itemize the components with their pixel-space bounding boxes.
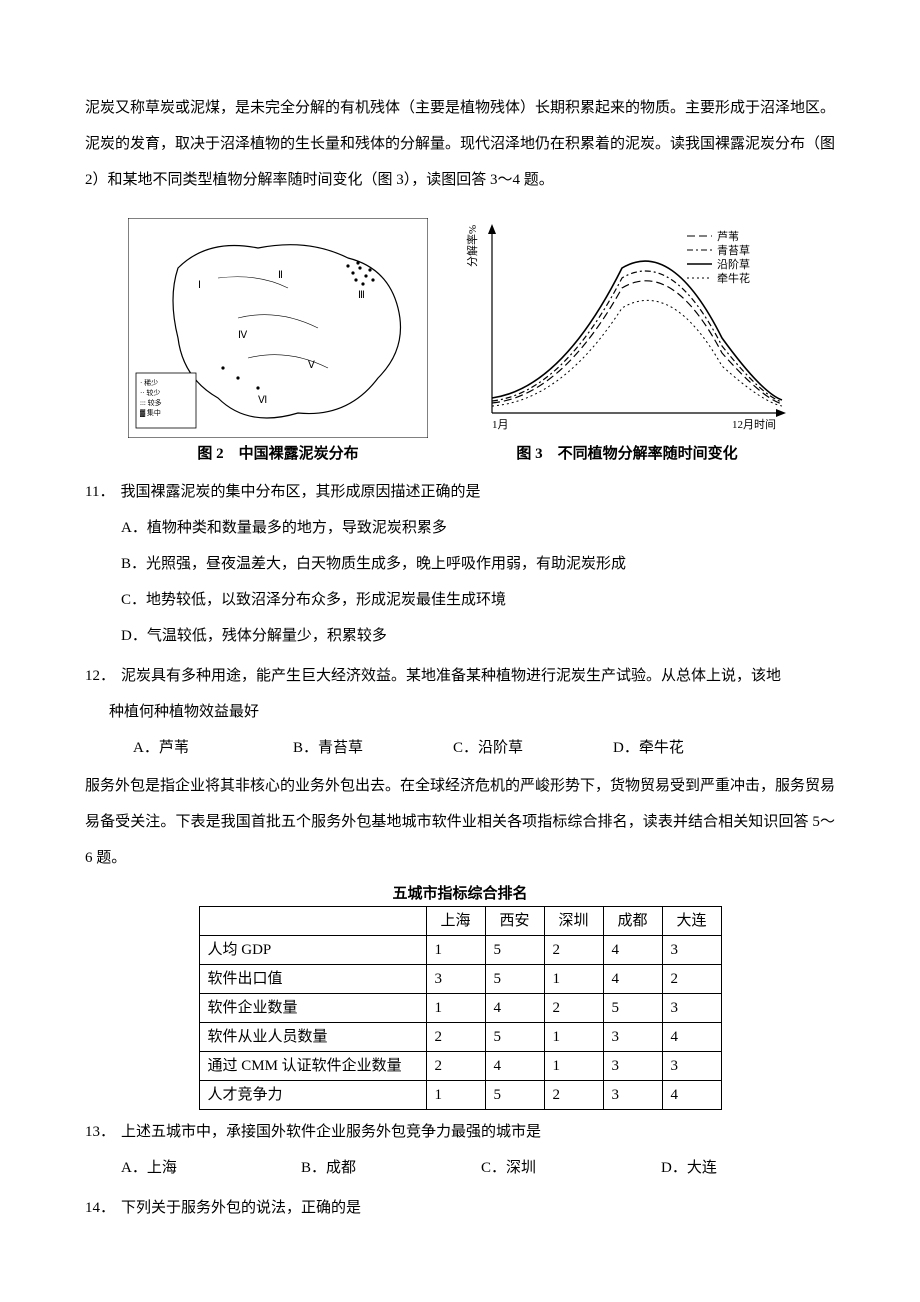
col-shenzhen: 深圳 <box>544 907 603 936</box>
question-13: 13． 上述五城市中，承接国外软件企业服务外包竞争力最强的城市是 A．上海 B．… <box>85 1114 835 1186</box>
svg-text:Ⅵ: Ⅵ <box>258 395 267 406</box>
table-header-row: 上海 西安 深圳 成都 大连 <box>199 907 721 936</box>
table-row: 人均 GDP 1 5 2 4 3 <box>199 936 721 965</box>
intro-paragraph-2: 服务外包是指企业将其非核心的业务外包出去。在全球经济危机的严峻形势下，货物贸易受… <box>85 768 835 876</box>
legend-item-0: 芦苇 <box>717 229 739 243</box>
q13-number: 13． <box>85 1114 121 1150</box>
q11-stem: 我国裸露泥炭的集中分布区，其形成原因描述正确的是 <box>120 474 835 510</box>
row-label: 软件从业人员数量 <box>199 1023 426 1052</box>
question-12: 12． 泥炭具有多种用途，能产生巨大经济效益。某地准备某种植物进行泥炭生产试验。… <box>85 658 835 766</box>
col-shanghai: 上海 <box>426 907 485 936</box>
figure-3-caption: 图 3 不同植物分解率随时间变化 <box>462 442 792 466</box>
svg-text:::: 较多: ::: 较多 <box>140 398 162 407</box>
legend-item-3: 牵牛花 <box>717 271 750 285</box>
col-xian: 西安 <box>485 907 544 936</box>
q13-stem: 上述五城市中，承接国外软件企业服务外包竞争力最强的城市是 <box>121 1114 835 1150</box>
q14-stem: 下列关于服务外包的说法，正确的是 <box>121 1190 835 1226</box>
q12-option-b: B．青苔草 <box>293 730 453 766</box>
question-11: 11． 我国裸露泥炭的集中分布区，其形成原因描述正确的是 A．植物种类和数量最多… <box>85 474 835 654</box>
q13-option-a: A．上海 <box>121 1150 301 1186</box>
legend-item-1: 青苔草 <box>717 243 750 257</box>
x-axis-left-label: 1月 <box>492 419 509 431</box>
svg-text:· 稀少: · 稀少 <box>140 378 158 387</box>
table-title: 五城市指标综合排名 <box>85 882 835 906</box>
svg-text:Ⅱ: Ⅱ <box>278 270 283 281</box>
y-axis-label: 分解率% <box>465 225 479 267</box>
row-label: 软件企业数量 <box>199 994 426 1023</box>
q12-stem-line1: 泥炭具有多种用途，能产生巨大经济效益。某地准备某种植物进行泥炭生产试验。从总体上… <box>121 658 835 694</box>
q12-options-row: A．芦苇 B．青苔草 C．沿阶草 D．牵牛花 <box>85 730 835 766</box>
q12-option-d: D．牵牛花 <box>613 730 773 766</box>
col-dalian: 大连 <box>662 907 721 936</box>
q13-options-row: A．上海 B．成都 C．深圳 D．大连 <box>85 1150 835 1186</box>
q12-option-c: C．沿阶草 <box>453 730 613 766</box>
row-label: 人才竞争力 <box>199 1081 426 1110</box>
table-row: 软件出口值 3 5 1 4 2 <box>199 965 721 994</box>
intro-paragraph-1: 泥炭又称草炭或泥煤，是未完全分解的有机残体（主要是植物残体）长期积累起来的物质。… <box>85 90 835 198</box>
row-label: 通过 CMM 认证软件企业数量 <box>199 1052 426 1081</box>
q11-option-d: D．气温较低，残体分解量少，积累较多 <box>85 618 835 654</box>
q13-option-c: C．深圳 <box>481 1150 661 1186</box>
row-label: 软件出口值 <box>199 965 426 994</box>
q11-number: 11． <box>85 474 120 510</box>
svg-text:Ⅳ: Ⅳ <box>238 330 248 341</box>
q11-option-a: A．植物种类和数量最多的地方，导致泥炭积累多 <box>85 510 835 546</box>
q11-option-c: C．地势较低，以致沼泽分布众多，形成泥炭最佳生成环境 <box>85 582 835 618</box>
q13-option-d: D．大连 <box>661 1150 841 1186</box>
q13-option-b: B．成都 <box>301 1150 481 1186</box>
figure-2-china-peat-map: · 稀少 ·· 较少 ::: 较多 ▓ 集中 Ⅰ Ⅱ Ⅲ Ⅳ Ⅴ Ⅵ 图 2 中… <box>128 218 428 466</box>
svg-text:Ⅲ: Ⅲ <box>358 290 365 301</box>
decomposition-chart-svg: 分解率% 1月 12月时间 芦苇 青苔草 沿阶草 牵牛花 <box>462 218 792 438</box>
svg-text:Ⅰ: Ⅰ <box>198 280 201 291</box>
q12-stem-line2: 种植何种植物效益最好 <box>85 694 835 730</box>
figure-row: · 稀少 ·· 较少 ::: 较多 ▓ 集中 Ⅰ Ⅱ Ⅲ Ⅳ Ⅴ Ⅵ 图 2 中… <box>85 218 835 466</box>
col-chengdu: 成都 <box>603 907 662 936</box>
china-map-svg: · 稀少 ·· 较少 ::: 较多 ▓ 集中 Ⅰ Ⅱ Ⅲ Ⅳ Ⅴ Ⅵ <box>128 218 428 438</box>
q12-option-a: A．芦苇 <box>133 730 293 766</box>
q14-number: 14． <box>85 1190 121 1226</box>
q11-option-b: B．光照强，昼夜温差大，白天物质生成多，晚上呼吸作用弱，有助泥炭形成 <box>85 546 835 582</box>
svg-text:Ⅴ: Ⅴ <box>308 360 315 371</box>
table-row: 人才竞争力 1 5 2 3 4 <box>199 1081 721 1110</box>
x-axis-right-label: 12月时间 <box>732 418 776 431</box>
q12-number: 12． <box>85 658 121 694</box>
table-row: 软件企业数量 1 4 2 5 3 <box>199 994 721 1023</box>
svg-text:·· 较少: ·· 较少 <box>140 388 160 397</box>
legend-item-2: 沿阶草 <box>717 257 750 271</box>
figure-3-decomposition-chart: 分解率% 1月 12月时间 芦苇 青苔草 沿阶草 牵牛花 <box>462 218 792 466</box>
question-14: 14． 下列关于服务外包的说法，正确的是 <box>85 1190 835 1226</box>
row-label: 人均 GDP <box>199 936 426 965</box>
ranking-table: 上海 西安 深圳 成都 大连 人均 GDP 1 5 2 4 3 软件出口值 3 … <box>199 906 722 1110</box>
table-row: 通过 CMM 认证软件企业数量 2 4 1 3 3 <box>199 1052 721 1081</box>
figure-2-caption: 图 2 中国裸露泥炭分布 <box>128 442 428 466</box>
table-row: 软件从业人员数量 2 5 1 3 4 <box>199 1023 721 1052</box>
svg-text:▓ 集中: ▓ 集中 <box>140 408 161 417</box>
